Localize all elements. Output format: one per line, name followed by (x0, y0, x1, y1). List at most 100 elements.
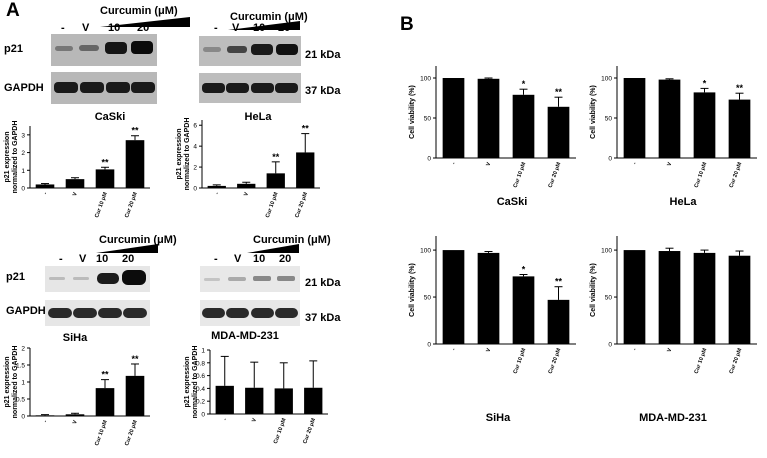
y-axis-label: p21 expression (176, 129, 183, 180)
x-tick-label: Cur 10 μM (94, 191, 109, 218)
significance-marker: ** (272, 152, 280, 162)
kda-37: 37 kDa (305, 312, 341, 324)
kda-21: 21 kDa (305, 277, 341, 289)
cell-line-caski: CaSki (496, 196, 528, 208)
blot-band (131, 41, 153, 54)
y-tick-label: 2 (21, 150, 25, 157)
y-tick-label: 3 (21, 132, 25, 139)
x-tick-label: Cur 20 μM (729, 347, 744, 374)
y-tick-label: 1 (21, 380, 25, 387)
blot-band (73, 308, 97, 318)
curcumin-header: Curcumin (μM) (100, 5, 178, 17)
y-axis-label: Cell viability (%) (590, 85, 597, 139)
x-tick-label: - (214, 191, 220, 195)
lane-label-minus: - (214, 253, 218, 265)
cell-line-siha: SiHa (485, 412, 511, 424)
blot-label-gapdh: GAPDH (4, 82, 44, 94)
x-tick-label: V (666, 161, 673, 167)
blot-band (55, 46, 73, 51)
curcumin-header: Curcumin (μM) (99, 234, 177, 246)
y-tick-label: 1 (201, 348, 205, 355)
chart-a-caski: 0 1 2 3 p21 expression normalized to GAPDH - V *… (4, 121, 150, 219)
cell-line-siha: SiHa (62, 332, 88, 344)
y-tick-label: 50 (605, 116, 613, 123)
bar (237, 183, 256, 188)
blot-band (204, 278, 220, 281)
lane-label-10: 10 (253, 253, 266, 265)
curcumin-wedge (100, 17, 190, 27)
blot-band (227, 46, 247, 53)
lane-label-v: V (79, 253, 87, 265)
blot-band (54, 82, 78, 93)
blot-band (202, 308, 225, 318)
y-axis-label: normalized to GAPDH (192, 346, 199, 419)
y-axis-label: p21 expression (184, 357, 191, 408)
blot-band (97, 273, 119, 284)
blot-band (122, 270, 146, 285)
lane-label-20: 20 (137, 22, 150, 34)
chart-b-caski: 0 50 100 Cell viability (%) - V * Cur 10 μM ** Cu… (409, 66, 576, 189)
bar (693, 252, 716, 344)
chart-b-mda: 0 50 100 Cell viability (%) - V Cur 10 μM Cur 2… (590, 236, 757, 375)
bar (547, 106, 570, 158)
y-axis-label: p21 expression (4, 132, 11, 183)
lane-label-10: 10 (96, 253, 109, 265)
panel-letter-b: B (400, 14, 414, 35)
kda-37: 37 kDa (305, 85, 341, 97)
significance-marker: * (522, 79, 526, 89)
blot-strip-p21 (51, 34, 157, 66)
blot-band (202, 83, 225, 93)
y-axis-label: p21 expression (4, 357, 11, 408)
blot-label-p21: p21 (6, 271, 25, 283)
y-axis-label: Cell viability (%) (409, 85, 416, 139)
blot-band (275, 308, 298, 318)
x-tick-label: Cur 10 μM (94, 419, 109, 446)
curcumin-wedge (228, 21, 300, 30)
bar (65, 414, 85, 416)
y-tick-label: 0 (427, 342, 431, 349)
y-tick-label: 0 (608, 156, 612, 163)
x-tick-label: Cur 10 μM (265, 191, 280, 218)
y-tick-label: 100 (601, 76, 612, 83)
y-tick-label: 1.5 (16, 363, 25, 370)
lane-label-minus: - (214, 22, 218, 34)
cell-line-hela: HeLa (669, 196, 697, 208)
blot-band (106, 82, 130, 93)
blot-band (251, 83, 274, 93)
blot-band (228, 277, 246, 281)
blot-band (123, 308, 147, 318)
x-tick-label: Cur 20 μM (302, 417, 317, 444)
bar (296, 152, 315, 188)
bar (442, 78, 465, 158)
significance-marker: ** (101, 370, 109, 380)
lane-label-10: 10 (253, 22, 266, 34)
chart-b-hela: 0 50 100 Cell viability (%) - V * Cur 10 μM ** Cu… (590, 66, 757, 189)
y-axis-label: normalized to GAPDH (12, 121, 19, 194)
y-tick-label: 0 (608, 342, 612, 349)
significance-marker: ** (302, 124, 310, 134)
bar (658, 79, 681, 158)
x-tick-label: - (222, 417, 228, 421)
blot-band (131, 82, 155, 93)
bar (266, 173, 285, 188)
y-tick-label: 100 (420, 76, 431, 83)
bar (35, 415, 55, 417)
blot-band (251, 44, 273, 55)
significance-marker: ** (131, 126, 139, 136)
blot-strip-gapdh (199, 73, 301, 103)
blot-band (226, 308, 249, 318)
bar (125, 375, 145, 416)
chart-a-hela: 0 2 4 6 p21 expression normalized to GAPDH - V *… (176, 118, 320, 219)
blot-group-siha: Curcumin (μM) - V 10 20 p21 GAPDH (0, 228, 200, 333)
lane-label-v: V (232, 22, 240, 34)
blot-band (98, 308, 122, 318)
x-tick-label: - (632, 161, 638, 165)
blot-band (49, 277, 65, 280)
x-tick-label: Cur 10 μM (273, 417, 288, 444)
x-tick-label: V (666, 347, 673, 353)
y-tick-label: 2 (193, 165, 197, 172)
curcumin-wedge (247, 244, 299, 253)
y-tick-label: 50 (424, 116, 432, 123)
bar (304, 387, 323, 414)
x-tick-label: Cur 10 μM (694, 347, 709, 374)
